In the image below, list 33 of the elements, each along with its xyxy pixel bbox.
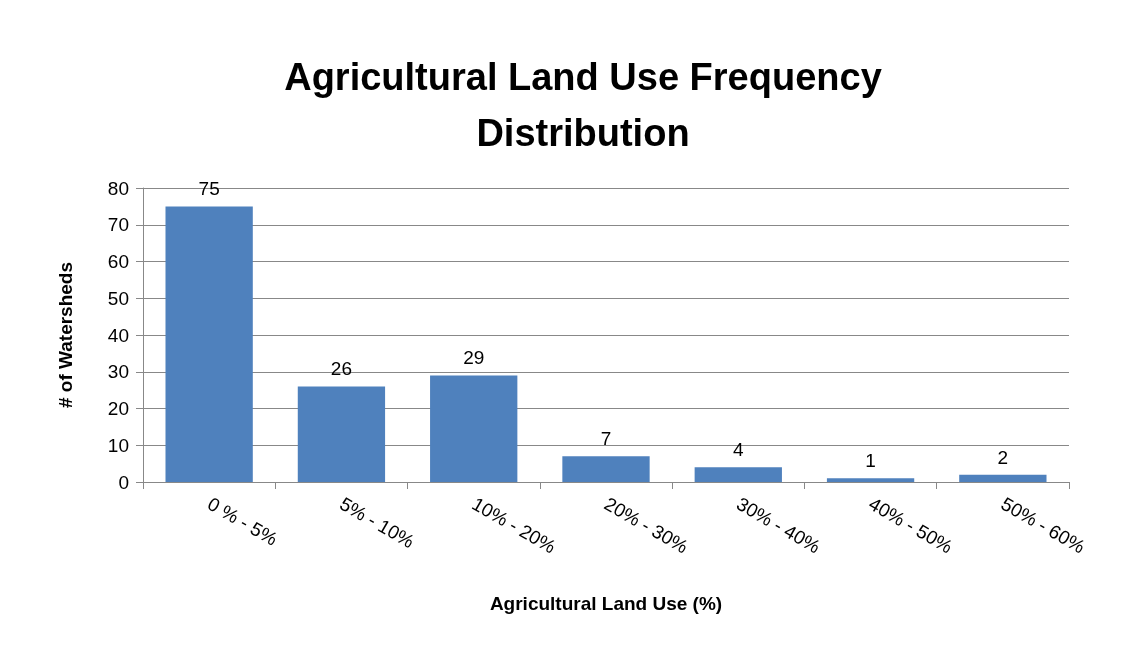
data-label: 1 xyxy=(865,450,876,472)
y-tick-label: 0 xyxy=(118,471,129,493)
bar xyxy=(165,206,253,482)
data-label: 75 xyxy=(198,178,220,200)
x-tick-label: 5% - 10% xyxy=(336,492,419,553)
y-tick-label: 10 xyxy=(107,434,129,456)
x-tick-label: 20% - 30% xyxy=(600,492,692,558)
chart-title: Agricultural Land Use Frequency Distribution xyxy=(284,56,882,154)
bar xyxy=(826,478,915,482)
bar xyxy=(694,467,782,482)
x-tick-label: 40% - 50% xyxy=(865,492,957,558)
y-tick-label: 80 xyxy=(107,177,129,199)
y-tick-label: 40 xyxy=(107,324,129,346)
data-label: 2 xyxy=(997,446,1009,468)
y-tick-label: 70 xyxy=(107,214,129,236)
data-label: 26 xyxy=(330,358,352,380)
data-label: 4 xyxy=(733,439,744,461)
x-tick-label: 0 % - 5% xyxy=(203,492,282,550)
bar xyxy=(297,386,386,482)
y-tick-label: 60 xyxy=(107,251,129,272)
x-tick-label: 50% - 60% xyxy=(997,492,1089,558)
x-tick-label: 10% - 20% xyxy=(468,492,560,558)
y-tick-label: 50 xyxy=(107,287,129,309)
x-tick-label: 30% - 40% xyxy=(733,492,825,558)
y-tick-label: 30 xyxy=(107,361,129,383)
y-tick-label: 20 xyxy=(107,398,129,419)
x-axis-title: Agricultural Land Use (%) xyxy=(489,593,723,614)
bar xyxy=(959,474,1047,482)
y-axis-title: # of Watersheds xyxy=(55,261,76,409)
data-label: 29 xyxy=(463,347,485,369)
bar xyxy=(430,375,518,482)
data-label: 7 xyxy=(600,428,612,450)
bar xyxy=(562,456,650,482)
